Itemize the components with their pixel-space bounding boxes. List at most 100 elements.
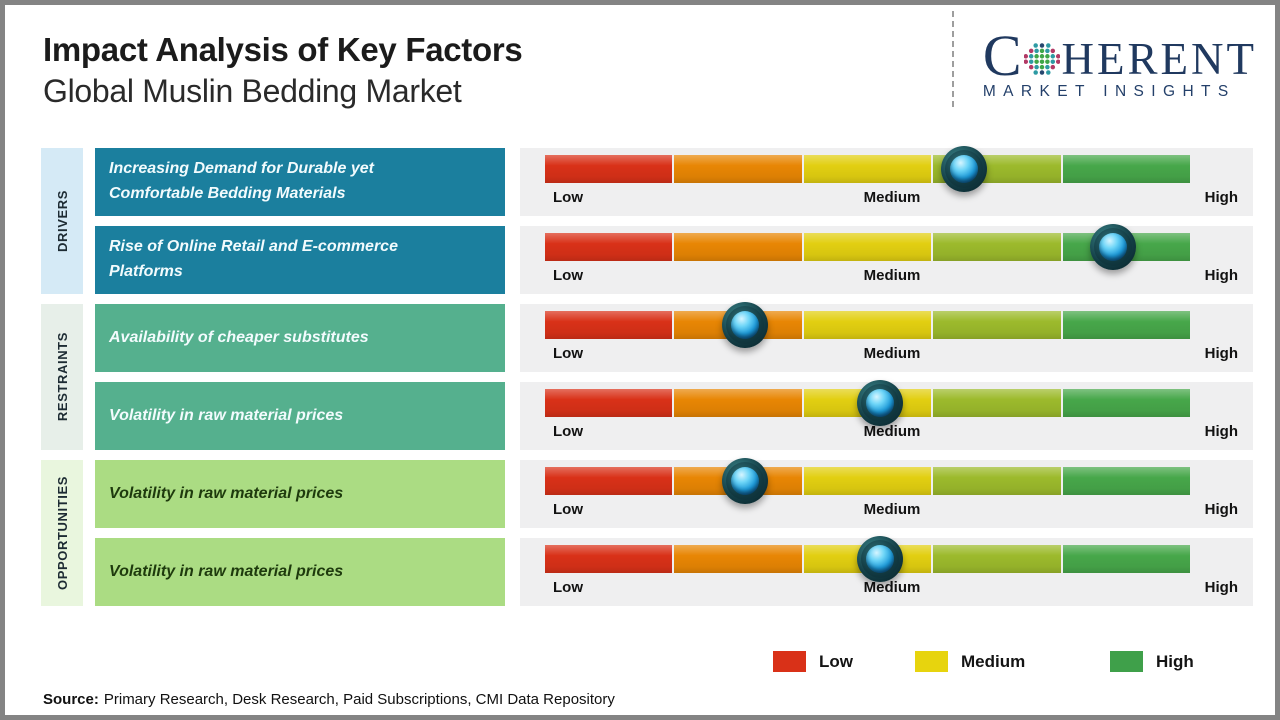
scale-segment — [933, 467, 1061, 495]
legend: Low Medium High — [5, 651, 1275, 677]
impact-scale-track — [545, 233, 1191, 261]
category-column: DRIVERS RESTRAINTS OPPORTUNITIES — [41, 148, 83, 616]
scale-label-high: High — [1204, 345, 1238, 362]
scale-segment — [803, 233, 932, 261]
impact-bar-row: Low Medium High — [520, 458, 1253, 528]
page-title: Impact Analysis of Key Factors — [43, 31, 523, 68]
logo-letter-c: C — [982, 23, 1022, 88]
impact-marker-icon — [721, 302, 768, 348]
header-divider — [952, 11, 954, 107]
logo-wordmark-rest: HERENT — [1061, 34, 1257, 85]
source-note: Source: Primary Research, Desk Research, … — [43, 691, 615, 708]
category-label: RESTRAINTS — [54, 332, 70, 422]
factor-column: Increasing Demand for Durable yet Comfor… — [95, 148, 505, 616]
logo-tagline: MARKET INSIGHTS — [982, 83, 1236, 101]
scale-label-medium: Medium — [863, 501, 921, 518]
scale-label-low: Low — [553, 267, 583, 284]
impact-scale-track — [545, 389, 1191, 417]
impact-bar-row: Low Medium High — [520, 536, 1253, 606]
logo-wordmark: C HERENT — [982, 23, 1257, 88]
scale-segment — [1062, 467, 1191, 495]
scale-label-high: High — [1204, 501, 1238, 518]
scale-segment — [933, 233, 1061, 261]
impact-bar-row: Low Medium High — [520, 302, 1253, 372]
scale-label-medium: Medium — [863, 189, 921, 206]
scale-segment — [545, 311, 673, 339]
scale-label-medium: Medium — [863, 267, 921, 284]
legend-swatch-medium — [915, 651, 948, 672]
scale-label-medium: Medium — [863, 579, 921, 596]
factor-box: Availability of cheaper substitutes — [95, 304, 505, 372]
scale-segment — [933, 311, 1061, 339]
legend-item-low: Low — [773, 651, 853, 672]
scale-label-low: Low — [553, 579, 583, 596]
impact-marker-icon — [1089, 224, 1136, 270]
factor-label: Availability of cheaper substitutes — [109, 328, 369, 346]
impact-scale-track — [545, 155, 1191, 183]
legend-swatch-low — [773, 651, 806, 672]
factor-box: Volatility in raw material prices — [95, 382, 505, 450]
legend-swatch-high — [1110, 651, 1143, 672]
scale-segment — [545, 155, 673, 183]
scale-label-low: Low — [553, 189, 583, 206]
scale-segment — [674, 389, 802, 417]
scale-label-high: High — [1204, 267, 1238, 284]
scale-segment — [1062, 155, 1191, 183]
header: Impact Analysis of Key Factors Global Mu… — [43, 31, 523, 110]
impact-marker-icon — [857, 380, 904, 426]
impact-marker-icon — [721, 458, 768, 504]
factor-box: Increasing Demand for Durable yet Comfor… — [95, 148, 505, 216]
category-label: OPPORTUNITIES — [54, 476, 70, 590]
scale-label-high: High — [1204, 189, 1238, 206]
impact-scale-track — [545, 467, 1191, 495]
scale-label-high: High — [1204, 423, 1238, 440]
scale-segment — [674, 233, 802, 261]
factor-box: Rise of Online Retail and E-commerce Pla… — [95, 226, 505, 294]
scale-label-medium: Medium — [863, 423, 921, 440]
legend-item-high: High — [1110, 651, 1194, 672]
globe-icon — [1023, 43, 1060, 75]
scale-label-low: Low — [553, 423, 583, 440]
scale-segment — [674, 155, 802, 183]
scale-segment — [803, 467, 932, 495]
scale-segment — [933, 545, 1061, 573]
factor-label: Volatility in raw material prices — [109, 562, 344, 580]
factor-label: Volatility in raw material prices — [109, 406, 344, 424]
legend-item-medium: Medium — [915, 651, 1025, 672]
scale-label-low: Low — [553, 501, 583, 518]
scale-label-medium: Medium — [863, 345, 921, 362]
legend-label: Low — [819, 651, 853, 671]
scale-segment — [545, 467, 673, 495]
category-tab-opportunities: OPPORTUNITIES — [41, 460, 83, 606]
factor-label: Volatility in raw material prices — [109, 484, 344, 502]
scale-label-high: High — [1204, 579, 1238, 596]
legend-label: Medium — [961, 651, 1026, 671]
scale-segment — [674, 545, 802, 573]
brand-logo: C HERENT MARKET INSIGHTS — [982, 23, 1257, 101]
scale-segment — [1062, 311, 1191, 339]
impact-bar-column: Low Medium High Low Medium High — [520, 146, 1253, 616]
category-tab-drivers: DRIVERS — [41, 148, 83, 294]
scale-segment — [803, 155, 932, 183]
source-text: Primary Research, Desk Research, Paid Su… — [103, 691, 615, 708]
factor-box: Volatility in raw material prices — [95, 460, 505, 528]
scale-segment — [545, 233, 673, 261]
impact-marker-icon — [941, 146, 988, 192]
impact-scale-track — [545, 311, 1191, 339]
scale-segment — [1062, 389, 1191, 417]
scale-segment — [545, 389, 673, 417]
scale-segment — [803, 311, 932, 339]
legend-label: High — [1156, 651, 1194, 671]
impact-bar-row: Low Medium High — [520, 146, 1253, 216]
scale-segment — [933, 389, 1061, 417]
scale-segment — [545, 545, 673, 573]
category-label: DRIVERS — [54, 190, 70, 252]
category-tab-restraints: RESTRAINTS — [41, 304, 83, 450]
page-subtitle: Global Muslin Bedding Market — [43, 72, 462, 109]
scale-label-low: Low — [553, 345, 583, 362]
factor-label: Rise of Online Retail and E-commerce Pla… — [109, 238, 398, 280]
impact-bar-row: Low Medium High — [520, 224, 1253, 294]
factor-box: Volatility in raw material prices — [95, 538, 505, 606]
source-label: Source: — [43, 691, 99, 708]
